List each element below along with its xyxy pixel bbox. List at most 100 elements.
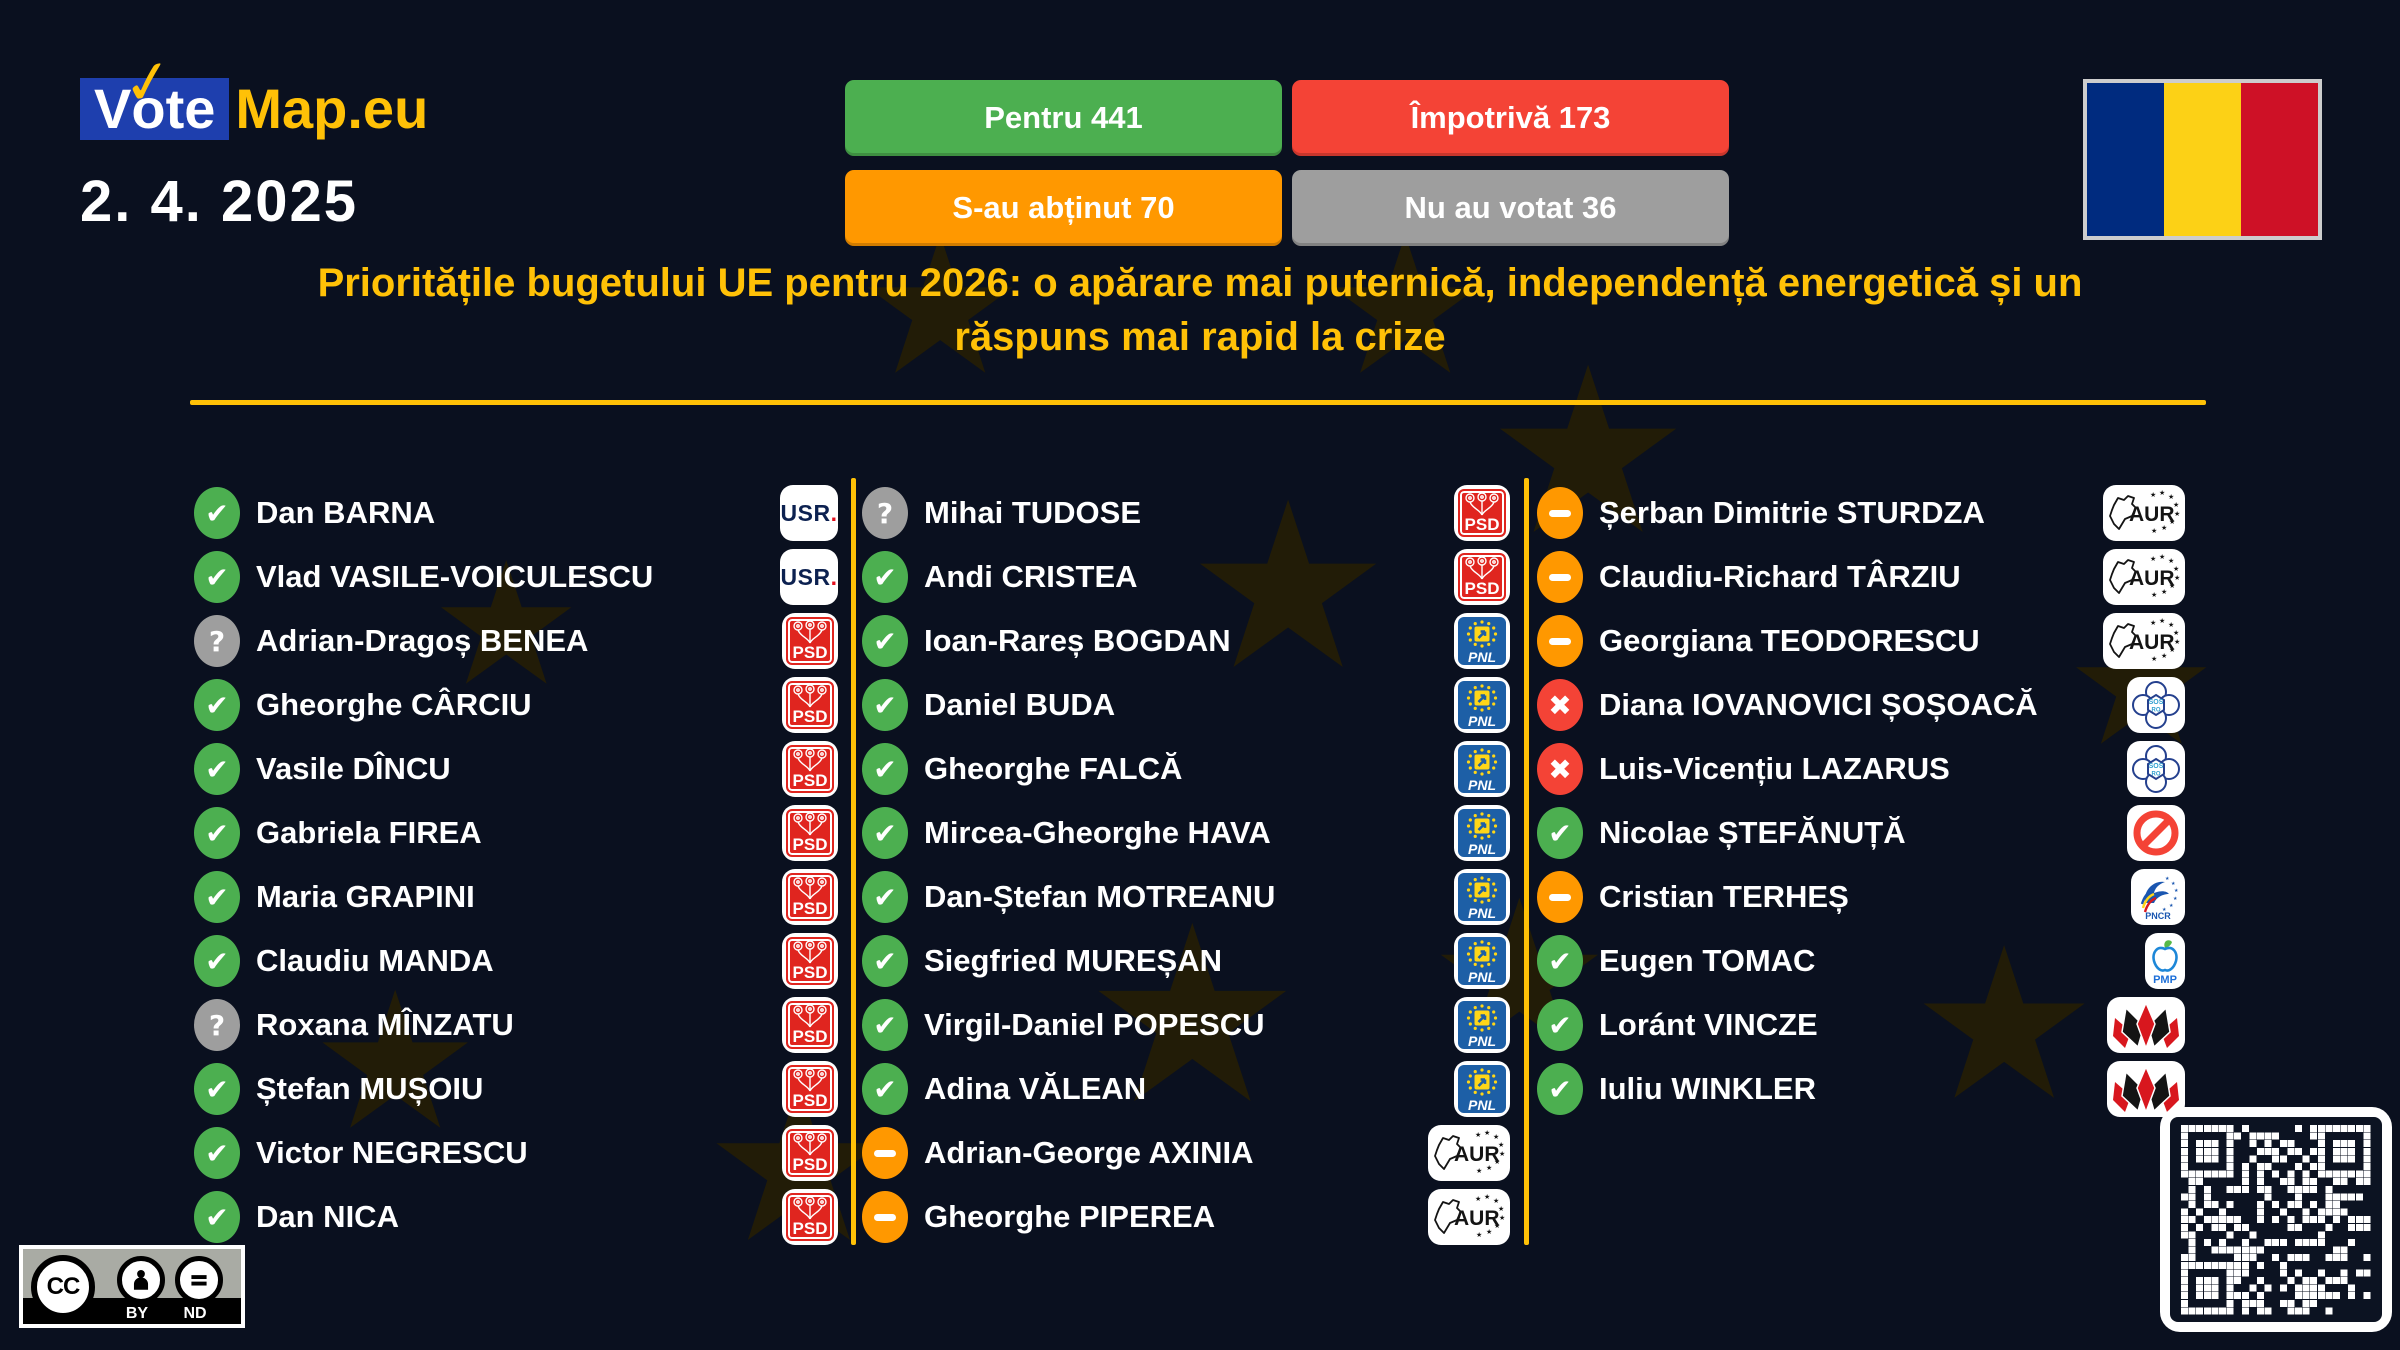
- member-name: Eugen TOMAC: [1599, 943, 1816, 978]
- party-logo-aur: AUR ★ ★ ★ ★ ★ ★ ★ ★: [2103, 613, 2185, 669]
- member-row[interactable]: ? Mihai TUDOSE PSD: [862, 481, 1510, 545]
- member-name: Dan-Ștefan MOTREANU: [924, 879, 1276, 914]
- cc-nd-icon: [175, 1256, 223, 1304]
- summary-button-against[interactable]: Împotrivă 173: [1292, 80, 1729, 156]
- svg-text:★: ★: [2174, 638, 2180, 646]
- member-row[interactable]: ✔ Iuliu WINKLER: [1537, 1057, 2185, 1121]
- svg-text:★: ★: [2174, 510, 2180, 518]
- member-row[interactable]: Georgiana TEODORESCU AUR ★ ★ ★ ★ ★ ★ ★ ★: [1537, 609, 2185, 673]
- svg-text:★: ★: [1494, 1222, 1500, 1230]
- svg-text:★: ★: [2173, 629, 2179, 637]
- member-row[interactable]: Șerban Dimitrie STURDZA AUR ★ ★ ★ ★ ★ ★ ★ ★: [1537, 481, 2185, 545]
- member-name: Claudiu-Richard TÂRZIU: [1599, 559, 1961, 594]
- member-row[interactable]: ✔ Loránt VINCZE: [1537, 993, 2185, 1057]
- svg-text:★: ★: [2161, 588, 2167, 596]
- member-name: Siegfried MUREȘAN: [924, 943, 1222, 978]
- member-name: Mihai TUDOSE: [924, 495, 1142, 530]
- member-row[interactable]: ✔ Adina VĂLEAN PNL: [862, 1057, 1510, 1121]
- svg-text:★: ★: [2168, 493, 2174, 501]
- member-row[interactable]: ✔ Mircea-Gheorghe HAVA PNL: [862, 801, 1510, 865]
- resolution-title-line1: Prioritățile bugetului UE pentru 2026: o…: [317, 261, 2083, 305]
- member-row[interactable]: ✔ Dan-Ștefan MOTREANU PNL: [862, 865, 1510, 929]
- party-logo-pnl: PNL: [1454, 741, 1510, 797]
- summary-button-abstain[interactable]: S-au abținut 70: [845, 170, 1282, 246]
- summary-button-for[interactable]: Pentru 441: [845, 80, 1282, 156]
- svg-text:★: ★: [1486, 1164, 1492, 1172]
- vote-icon-abstained: [862, 1191, 908, 1243]
- member-row[interactable]: ✔ Vlad VASILE-VOICULESCU USR.: [194, 545, 838, 609]
- vote-icon-voted-for: ✔: [862, 551, 908, 603]
- cc-nd-label: ND: [183, 1305, 207, 1322]
- member-name: Ioan-Rareș BOGDAN: [924, 623, 1231, 658]
- member-row[interactable]: ✔ Dan NICA PSD: [194, 1185, 838, 1249]
- member-row[interactable]: ✖ Luis-Vicențiu LAZARUS SOS RO: [1537, 737, 2185, 801]
- party-logo-psd: PSD: [782, 869, 838, 925]
- party-logo-psd: PSD: [782, 933, 838, 989]
- member-row[interactable]: ✔ Siegfried MUREȘAN PNL: [862, 929, 1510, 993]
- party-logo-psd: PSD: [782, 1061, 838, 1117]
- column-divider-1: [851, 478, 856, 1245]
- member-row[interactable]: ✔ Andi CRISTEA PSD: [862, 545, 1510, 609]
- member-row[interactable]: ✔ Victor NEGRESCU PSD: [194, 1121, 838, 1185]
- flag-stripe-3: [2241, 83, 2318, 236]
- svg-text:★: ★: [2171, 881, 2176, 887]
- party-logo-pmp: PMP: [2145, 933, 2185, 989]
- svg-text:★: ★: [2169, 646, 2175, 654]
- svg-text:★: ★: [1486, 1228, 1492, 1236]
- svg-text:★: ★: [1476, 1167, 1482, 1175]
- eu-star-watermark: ★: [1910, 906, 2099, 1142]
- vote-icon-voted-against: ✖: [1537, 679, 1583, 731]
- member-row[interactable]: Cristian TERHEȘ ★ ★ ★ ★ ★ ★ PNCR: [1537, 865, 2185, 929]
- summary-button-novote[interactable]: Nu au votat 36: [1292, 170, 1729, 246]
- member-row[interactable]: ✖ Diana IOVANOVICI ȘOȘOACĂ SOS RO: [1537, 673, 2185, 737]
- member-row[interactable]: ? Roxana MÎNZATU PSD: [194, 993, 838, 1057]
- svg-text:★: ★: [1484, 1193, 1490, 1201]
- member-row[interactable]: ✔ Eugen TOMAC PMP: [1537, 929, 2185, 993]
- svg-text:SOS: SOS: [2149, 763, 2164, 770]
- member-row[interactable]: ✔ Claudiu MANDA PSD: [194, 929, 838, 993]
- member-name: Adrian-George AXINIA: [924, 1135, 1254, 1170]
- svg-text:★: ★: [2169, 582, 2175, 590]
- vote-icon-voted-for: ✔: [862, 679, 908, 731]
- member-row[interactable]: ✔ Ștefan MUȘOIU PSD: [194, 1057, 838, 1121]
- member-name: Șerban Dimitrie STURDZA: [1599, 495, 1985, 530]
- member-name: Victor NEGRESCU: [256, 1135, 528, 1170]
- member-row[interactable]: ? Adrian-Dragoș BENEA PSD: [194, 609, 838, 673]
- member-row[interactable]: ✔ Nicolae ȘTEFĂNUȚĂ: [1537, 801, 2185, 865]
- member-row[interactable]: Adrian-George AXINIA AUR ★ ★ ★ ★ ★ ★ ★ ★: [862, 1121, 1510, 1185]
- svg-text:AUR: AUR: [1454, 1143, 1500, 1166]
- member-name: Virgil-Daniel POPESCU: [924, 1007, 1265, 1042]
- member-name: Gabriela FIREA: [256, 815, 482, 850]
- member-name: Mircea-Gheorghe HAVA: [924, 815, 1271, 850]
- vote-icon-voted-for: ✔: [862, 615, 908, 667]
- svg-text:★: ★: [1475, 1131, 1481, 1139]
- svg-text:★: ★: [1499, 1214, 1505, 1222]
- member-row[interactable]: ✔ Gabriela FIREA PSD: [194, 801, 838, 865]
- member-name: Nicolae ȘTEFĂNUȚĂ: [1599, 815, 1906, 850]
- member-row[interactable]: ✔ Virgil-Daniel POPESCU PNL: [862, 993, 1510, 1057]
- vote-icon-voted-for: ✔: [862, 1063, 908, 1115]
- vote-icon-voted-for: ✔: [1537, 935, 1583, 987]
- member-row[interactable]: ✔ Vasile DÎNCU PSD: [194, 737, 838, 801]
- member-row[interactable]: ✔ Daniel BUDA PNL: [862, 673, 1510, 737]
- vote-icon-voted-for: ✔: [194, 743, 240, 795]
- member-row[interactable]: ✔ Gheorghe CÂRCIU PSD: [194, 673, 838, 737]
- svg-text:★: ★: [1494, 1158, 1500, 1166]
- party-logo-sos: SOS RO: [2127, 677, 2185, 733]
- member-row[interactable]: Claudiu-Richard TÂRZIU AUR ★ ★ ★ ★ ★ ★ ★ ★: [1537, 545, 2185, 609]
- member-row[interactable]: Gheorghe PIPEREA AUR ★ ★ ★ ★ ★ ★ ★ ★: [862, 1185, 1510, 1249]
- member-row[interactable]: ✔ Maria GRAPINI PSD: [194, 865, 838, 929]
- cc-by-nd-license-badge[interactable]: CC BY ND: [19, 1245, 245, 1328]
- member-row[interactable]: ✔ Dan BARNA USR.: [194, 481, 838, 545]
- member-name: Cristian TERHEȘ: [1599, 879, 1849, 914]
- party-logo-aur: AUR ★ ★ ★ ★ ★ ★ ★ ★: [1428, 1189, 1510, 1245]
- vote-icon-abstained: [862, 1127, 908, 1179]
- member-row[interactable]: ✔ Gheorghe FALCĂ PNL: [862, 737, 1510, 801]
- vote-icon-voted-for: ✔: [862, 871, 908, 923]
- member-column-1: ✔ Dan BARNA USR. ✔ Vlad VASILE-VOICULESCU USR…: [194, 481, 838, 1249]
- member-name: Dan BARNA: [256, 495, 436, 530]
- svg-text:★: ★: [2150, 491, 2156, 499]
- member-row[interactable]: ✔ Ioan-Rareș BOGDAN PNL: [862, 609, 1510, 673]
